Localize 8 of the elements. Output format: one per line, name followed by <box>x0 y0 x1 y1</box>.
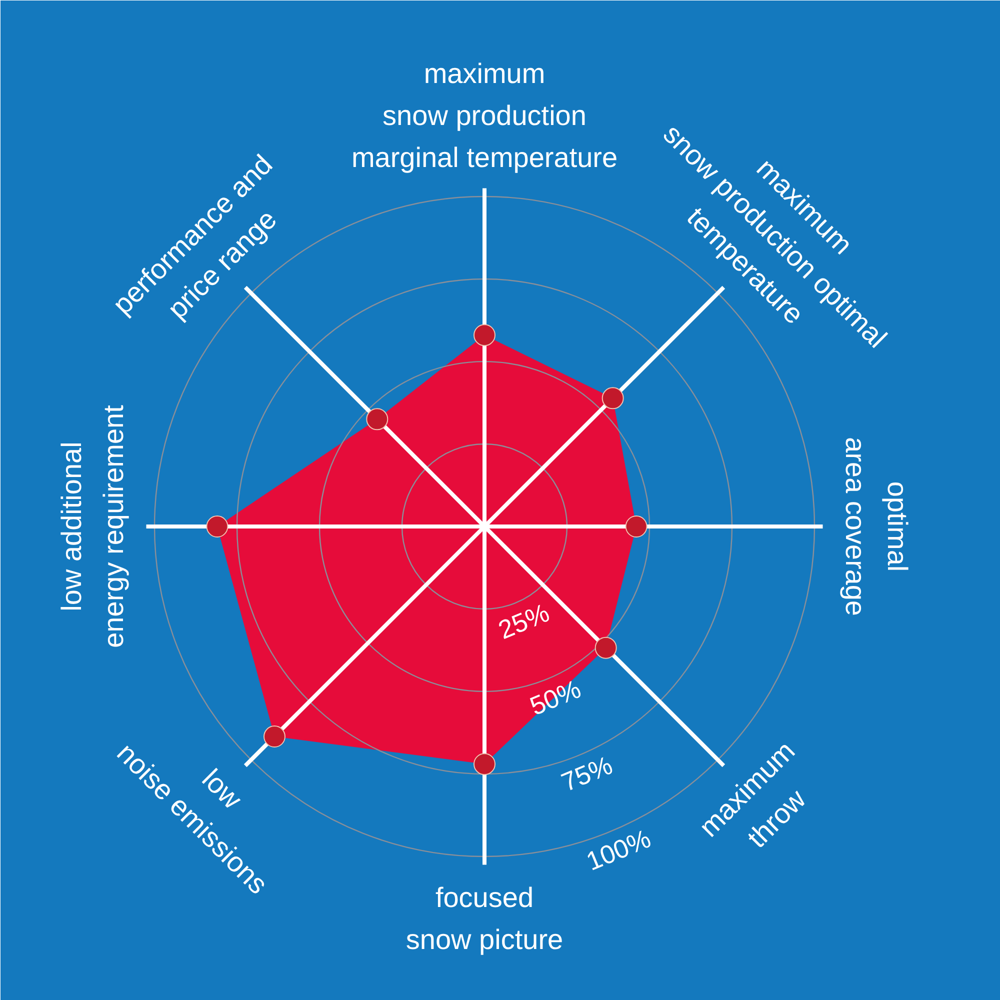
spoke-label: optimal area coverage <box>840 436 913 616</box>
y-tick-label: 50% <box>526 674 586 722</box>
y-tick-label: 100% <box>582 823 655 876</box>
spoke-label: maximum snow production marginal temperature <box>351 58 618 173</box>
y-tick-label: 75% <box>557 750 617 798</box>
y-tick-label: 25% <box>494 597 554 646</box>
spoke-label: focused snow picture <box>406 882 564 955</box>
spoke-label: low additional energy requirement <box>56 404 129 648</box>
